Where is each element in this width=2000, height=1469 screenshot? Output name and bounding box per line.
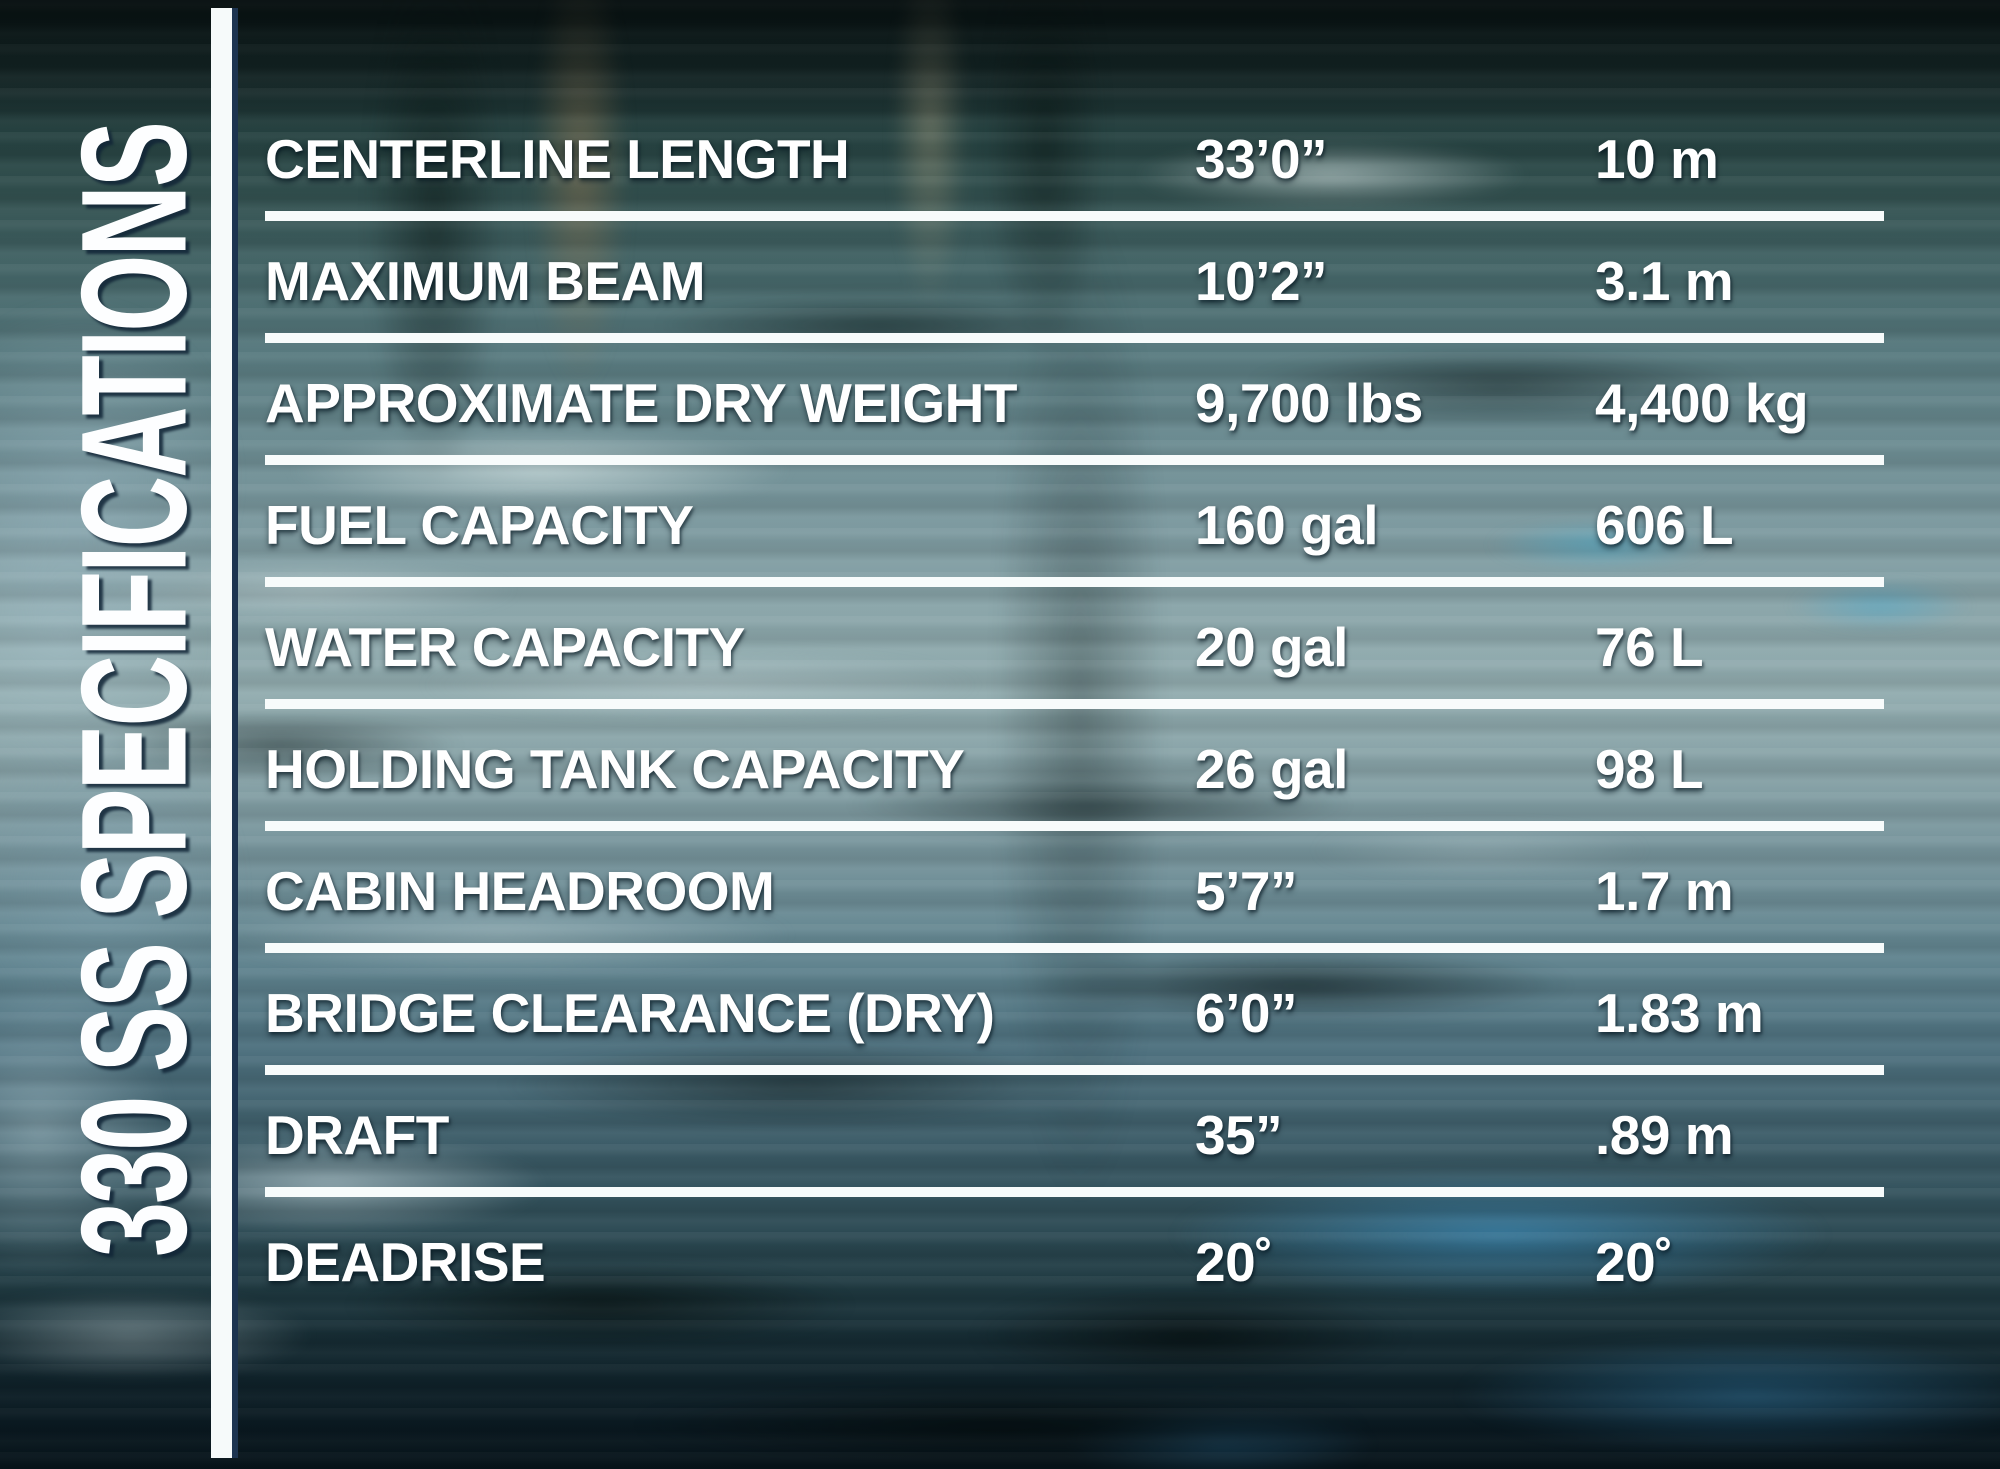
spec-value-imperial: 33’0” <box>1195 128 1328 190</box>
spec-row: HOLDING TANK CAPACITY 26 gal 98 L <box>265 709 1884 831</box>
spec-value-metric: 3.1 m <box>1595 250 1734 312</box>
spec-value-imperial: 6’0” <box>1195 982 1297 1044</box>
spec-row: MAXIMUM BEAM 10’2” 3.1 m <box>265 221 1884 343</box>
spec-value-metric: 10 m <box>1595 128 1719 190</box>
spec-value-metric: 606 L <box>1595 494 1734 556</box>
spec-row: APPROXIMATE DRY WEIGHT 9,700 lbs 4,400 k… <box>265 343 1884 465</box>
spec-label: DEADRISE <box>265 1231 546 1293</box>
spec-label: CENTERLINE LENGTH <box>265 128 850 190</box>
spec-label: MAXIMUM BEAM <box>265 250 706 312</box>
spec-row: CABIN HEADROOM 5’7” 1.7 m <box>265 831 1884 953</box>
spec-label: HOLDING TANK CAPACITY <box>265 738 965 800</box>
spec-value-imperial: 20 gal <box>1195 616 1348 678</box>
spec-label: WATER CAPACITY <box>265 616 745 678</box>
spec-label: CABIN HEADROOM <box>265 860 775 922</box>
spec-value-metric: 98 L <box>1595 738 1704 800</box>
spec-row: FUEL CAPACITY 160 gal 606 L <box>265 465 1884 587</box>
spec-value-metric: 20˚ <box>1595 1231 1674 1293</box>
spec-value-imperial: 10’2” <box>1195 250 1328 312</box>
spec-row: WATER CAPACITY 20 gal 76 L <box>265 587 1884 709</box>
page-title: 330 SS SPECIFICATIONS <box>49 123 218 1257</box>
spec-value-metric: 4,400 kg <box>1595 372 1809 434</box>
spec-row: CENTERLINE LENGTH 33’0” 10 m <box>265 99 1884 221</box>
spec-label: BRIDGE CLEARANCE (DRY) <box>265 982 995 1044</box>
spec-value-imperial: 20˚ <box>1195 1231 1274 1293</box>
spec-row: DRAFT 35” .89 m <box>265 1075 1884 1197</box>
spec-value-metric: 1.83 m <box>1595 982 1764 1044</box>
spec-value-metric: 1.7 m <box>1595 860 1734 922</box>
spec-row: BRIDGE CLEARANCE (DRY) 6’0” 1.83 m <box>265 953 1884 1075</box>
vertical-divider-rule <box>211 8 238 1458</box>
spec-value-imperial: 35” <box>1195 1104 1283 1166</box>
spec-row: DEADRISE 20˚ 20˚ <box>265 1197 1884 1319</box>
spec-value-imperial: 5’7” <box>1195 860 1297 922</box>
spec-label: DRAFT <box>265 1104 449 1166</box>
spec-value-metric: 76 L <box>1595 616 1704 678</box>
spec-value-imperial: 26 gal <box>1195 738 1348 800</box>
spec-value-imperial: 160 gal <box>1195 494 1379 556</box>
spec-value-metric: .89 m <box>1595 1104 1734 1166</box>
spec-value-imperial: 9,700 lbs <box>1195 372 1423 434</box>
spec-table: CENTERLINE LENGTH 33’0” 10 m MAXIMUM BEA… <box>265 99 1884 1319</box>
spec-label: APPROXIMATE DRY WEIGHT <box>265 372 1017 434</box>
spec-label: FUEL CAPACITY <box>265 494 694 556</box>
